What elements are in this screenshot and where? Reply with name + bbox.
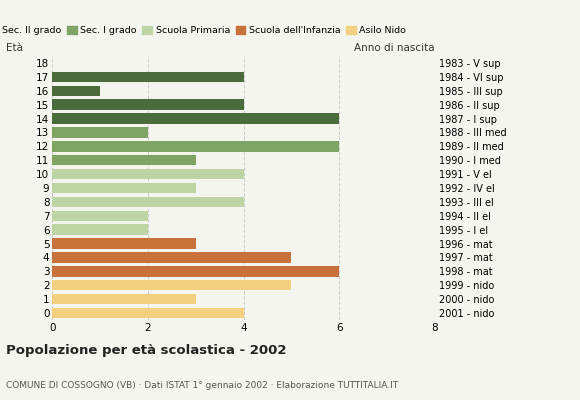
Bar (52, 224, 148, 235)
Bar (52, 100, 244, 110)
Bar (52, 280, 291, 290)
Bar (52, 294, 196, 304)
Bar (52, 210, 148, 221)
Bar (52, 72, 244, 82)
Bar (52, 197, 244, 207)
Bar (52, 113, 339, 124)
Text: COMUNE DI COSSOGNO (VB) · Dati ISTAT 1° gennaio 2002 · Elaborazione TUTTITALIA.I: COMUNE DI COSSOGNO (VB) · Dati ISTAT 1° … (6, 381, 398, 390)
Bar (52, 155, 196, 166)
Legend: Sec. II grado, Sec. I grado, Scuola Primaria, Scuola dell'Infanzia, Asilo Nido: Sec. II grado, Sec. I grado, Scuola Prim… (0, 26, 407, 36)
Bar (52, 127, 148, 138)
Bar (52, 169, 244, 179)
Bar (52, 238, 196, 249)
Bar (52, 86, 100, 96)
Text: Anno di nascita: Anno di nascita (354, 43, 435, 53)
Bar (52, 252, 291, 263)
Bar (52, 266, 339, 276)
Text: Popolazione per età scolastica - 2002: Popolazione per età scolastica - 2002 (6, 344, 287, 357)
Bar (52, 308, 244, 318)
Bar (52, 141, 339, 152)
Text: Età: Età (6, 43, 23, 53)
Bar (52, 183, 196, 193)
